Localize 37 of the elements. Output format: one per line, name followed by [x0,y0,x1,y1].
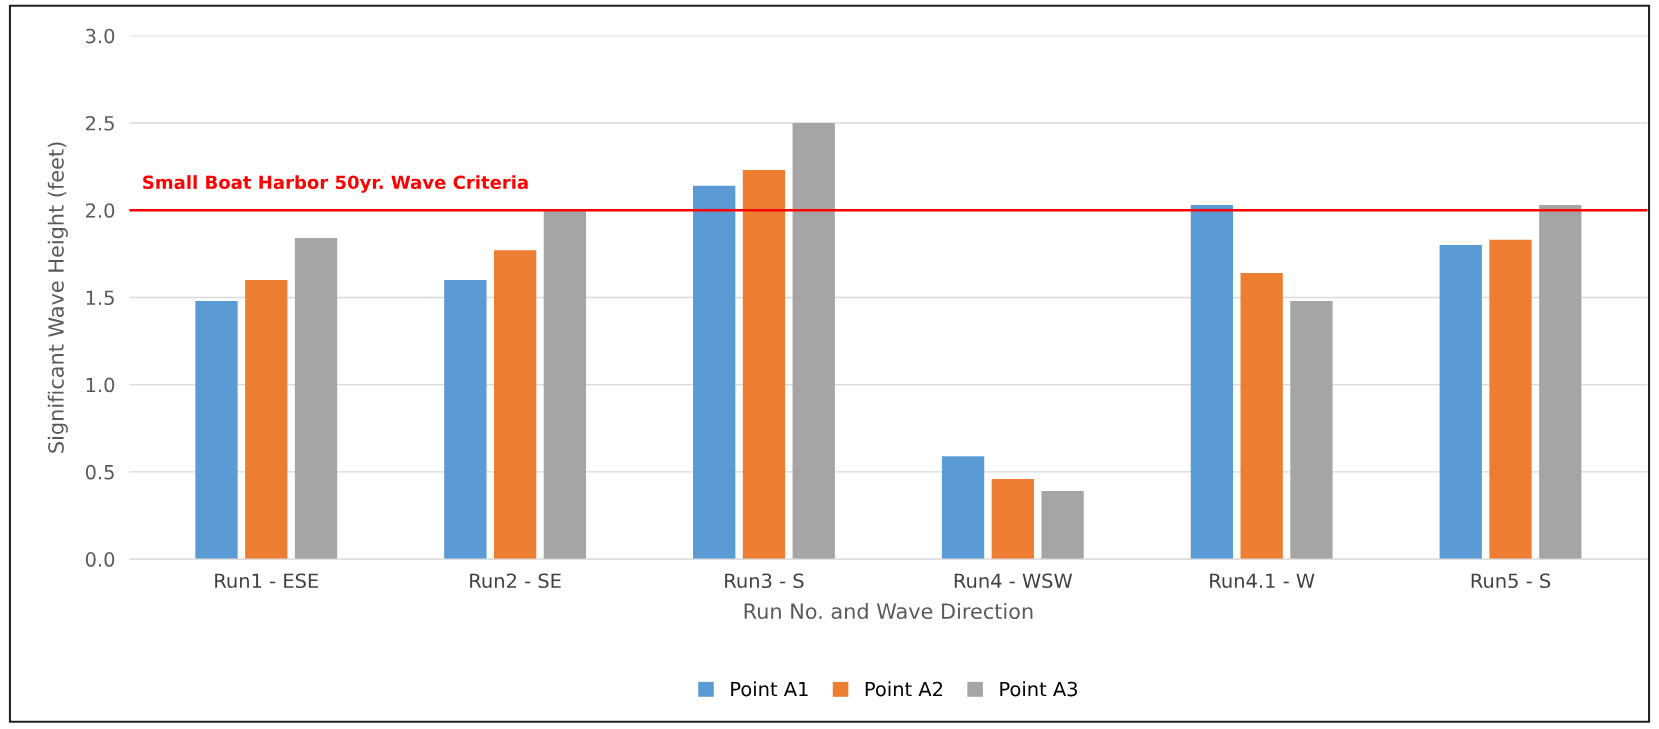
bar [742,170,786,560]
bar [1041,491,1084,560]
bar [1489,239,1532,560]
bar [991,478,1034,560]
y-tick-label: 3.0 [86,28,115,44]
bar [294,238,338,560]
bar [792,122,835,560]
y-tick-label: 0.0 [85,552,115,567]
y-tick-label: 1.0 [86,377,115,393]
bar [1240,273,1283,560]
legend-label: Point A1 [731,681,808,697]
x-tick-label: Run1 - ESE [215,573,318,589]
x-tick-label: Run4.1 - W [1210,573,1315,589]
bar [543,210,587,560]
bar [1539,204,1582,560]
bar [693,185,736,560]
bar [493,250,537,560]
bar [1290,300,1333,560]
bar [444,279,487,560]
x-tick-label: Run4 - WSW [954,573,1073,589]
legend-label: Point A3 [1000,681,1078,697]
ref-line-label: Small Boat Harbor 50yr. Wave Criteria [143,175,528,193]
y-tick-label: 2.5 [86,115,114,131]
x-tick-label: Run5 - S [1471,573,1551,589]
bar [1439,245,1482,560]
y-tick-label: 1.5 [86,290,114,306]
bar [1190,204,1234,560]
x-tick-label: Run2 - SE [470,573,561,589]
bar [195,300,238,560]
x-tick-label: Run3 - S [725,573,804,589]
legend-label: Point A2 [865,681,943,697]
bar [941,456,985,560]
x-axis-title: Run No. and Wave Direction [744,602,1033,620]
y-tick-label: 0.5 [85,464,114,480]
bar [245,279,288,560]
y-axis-title: Significant Wave Height (feet) [47,142,68,453]
y-tick-label: 2.0 [86,203,115,218]
